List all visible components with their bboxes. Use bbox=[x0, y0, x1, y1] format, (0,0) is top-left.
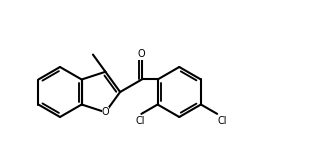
Text: Cl: Cl bbox=[217, 116, 227, 126]
Text: O: O bbox=[138, 49, 146, 60]
Text: O: O bbox=[102, 107, 109, 117]
Text: Cl: Cl bbox=[136, 116, 145, 126]
